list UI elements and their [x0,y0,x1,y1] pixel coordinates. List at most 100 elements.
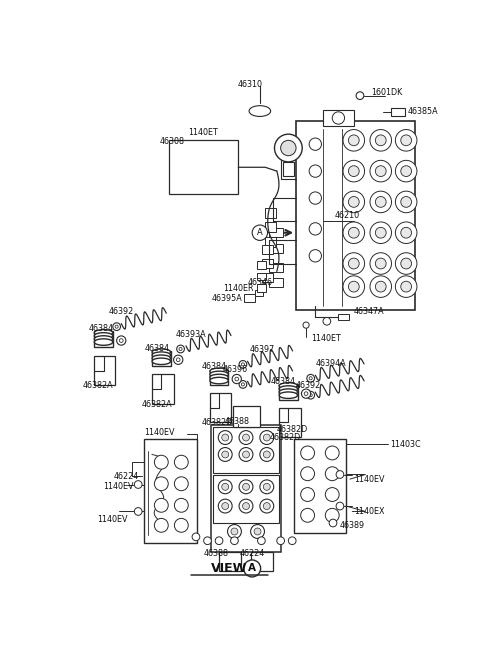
Circle shape [375,135,386,146]
Circle shape [179,348,182,350]
Circle shape [401,135,411,146]
Circle shape [325,446,339,460]
Circle shape [309,138,322,150]
Circle shape [329,519,337,527]
Bar [262,245,273,255]
Ellipse shape [152,355,170,361]
Ellipse shape [210,377,228,384]
Circle shape [348,197,359,207]
Circle shape [370,129,392,151]
Text: 46384: 46384 [202,362,227,371]
Bar [213,427,279,473]
Bar [265,208,276,218]
Circle shape [242,434,250,441]
Circle shape [375,281,386,292]
Circle shape [309,165,322,177]
Text: A: A [257,228,263,237]
Circle shape [356,92,364,100]
Circle shape [115,325,118,328]
Circle shape [254,528,261,535]
Circle shape [230,537,238,544]
Circle shape [309,192,322,204]
Bar [338,314,349,319]
Text: 46384: 46384 [88,325,113,333]
Circle shape [241,383,244,386]
Circle shape [174,518,188,532]
Circle shape [264,483,270,490]
Bar [94,356,115,385]
Text: 1140ET: 1140ET [312,335,341,344]
Circle shape [348,228,359,238]
Circle shape [370,222,392,243]
Bar [169,140,238,194]
Circle shape [396,222,417,243]
Text: 46389: 46389 [340,521,365,530]
Circle shape [239,430,253,445]
Bar [265,222,276,232]
Circle shape [370,160,392,182]
Circle shape [277,537,285,544]
Ellipse shape [94,333,113,339]
Circle shape [343,253,365,274]
Text: 46397: 46397 [250,345,275,354]
Ellipse shape [152,352,170,358]
Circle shape [155,499,168,512]
Bar [269,243,283,253]
Circle shape [218,447,232,461]
Circle shape [348,281,359,292]
Circle shape [117,336,126,345]
Ellipse shape [210,374,228,380]
Circle shape [309,222,322,235]
Ellipse shape [249,106,271,117]
Circle shape [260,480,274,494]
Circle shape [325,487,339,501]
Circle shape [396,253,417,274]
Text: 46385A: 46385A [408,106,438,115]
Circle shape [401,281,411,292]
Bar [211,425,281,552]
Circle shape [239,361,247,368]
Circle shape [232,375,241,384]
Circle shape [401,258,411,269]
Bar [152,350,170,366]
Circle shape [218,499,232,513]
Circle shape [174,477,188,491]
Circle shape [134,481,142,488]
Text: 46346: 46346 [248,278,273,287]
Circle shape [300,487,314,501]
Circle shape [218,430,232,445]
Text: 46388: 46388 [225,417,250,426]
Text: 46384: 46384 [271,377,296,386]
Text: 1140EV: 1140EV [144,428,175,438]
Text: 46396: 46396 [223,365,248,375]
Text: 1140EV: 1140EV [104,482,134,491]
Text: 46392: 46392 [296,380,321,390]
Text: 46382D: 46382D [270,433,301,442]
Bar [257,261,266,269]
Text: 46395A: 46395A [211,294,242,302]
Circle shape [222,483,228,490]
Circle shape [235,377,239,381]
Circle shape [239,447,253,461]
Circle shape [301,389,311,398]
Bar [94,331,113,346]
Text: 46347A: 46347A [354,307,384,316]
Ellipse shape [94,329,113,336]
Bar [233,406,260,427]
Circle shape [192,533,200,541]
Circle shape [309,377,312,380]
Circle shape [260,499,274,513]
Circle shape [396,191,417,213]
Circle shape [231,528,238,535]
Bar [255,290,263,296]
Circle shape [228,525,241,539]
Text: VIEW: VIEW [211,562,248,575]
Circle shape [348,135,359,146]
Circle shape [332,112,345,124]
Text: 1140EV: 1140EV [354,475,384,483]
Circle shape [275,134,302,162]
Circle shape [239,480,253,494]
Circle shape [113,323,120,331]
Bar [210,370,228,385]
Circle shape [343,160,365,182]
